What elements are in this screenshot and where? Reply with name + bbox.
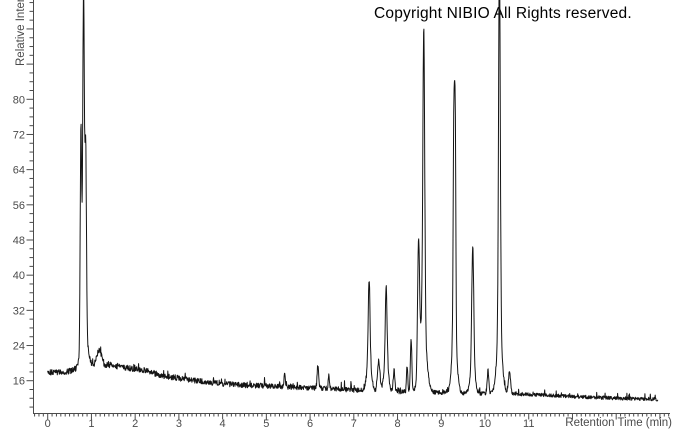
copyright-notice: Copyright NIBIO All Rights reserved. <box>374 5 632 22</box>
x-tick-label: 4 <box>220 418 226 430</box>
y-tick-label: 72 <box>13 129 25 141</box>
x-tick-label: 2 <box>132 418 138 430</box>
x-tick-label: 1 <box>88 418 94 430</box>
x-tick-label: 11 <box>523 418 534 430</box>
y-axis-ticks: 16 24 32 40 48 56 64 72 80 <box>13 2 34 408</box>
x-tick-label: 10 <box>479 418 491 430</box>
x-tick-label: 5 <box>263 418 269 430</box>
x-tick-label: 6 <box>307 418 313 430</box>
x-axis-label: Retention Time (min) <box>565 417 672 429</box>
x-tick-label: 7 <box>351 418 357 430</box>
y-tick-label: 40 <box>13 270 25 282</box>
chromatogram-trace <box>47 0 659 402</box>
x-tick-label: 8 <box>394 418 400 430</box>
y-axis-label: Relative Intensity <box>15 0 27 66</box>
x-tick-label: 3 <box>176 418 182 430</box>
x-axis-ticks: 0 1 2 3 4 5 6 7 8 9 10 11 <box>34 413 670 430</box>
y-tick-label: 48 <box>13 235 25 247</box>
axes <box>33 0 670 414</box>
y-tick-label: 56 <box>13 200 25 212</box>
x-tick-label: 9 <box>438 418 444 430</box>
y-tick-label: 16 <box>13 376 25 388</box>
x-tick-label: 0 <box>45 418 51 430</box>
y-tick-label: 64 <box>13 165 25 177</box>
axis-lines <box>33 0 670 414</box>
y-tick-label: 80 <box>13 94 25 106</box>
y-tick-label: 32 <box>13 305 25 317</box>
y-tick-label: 24 <box>13 341 25 353</box>
